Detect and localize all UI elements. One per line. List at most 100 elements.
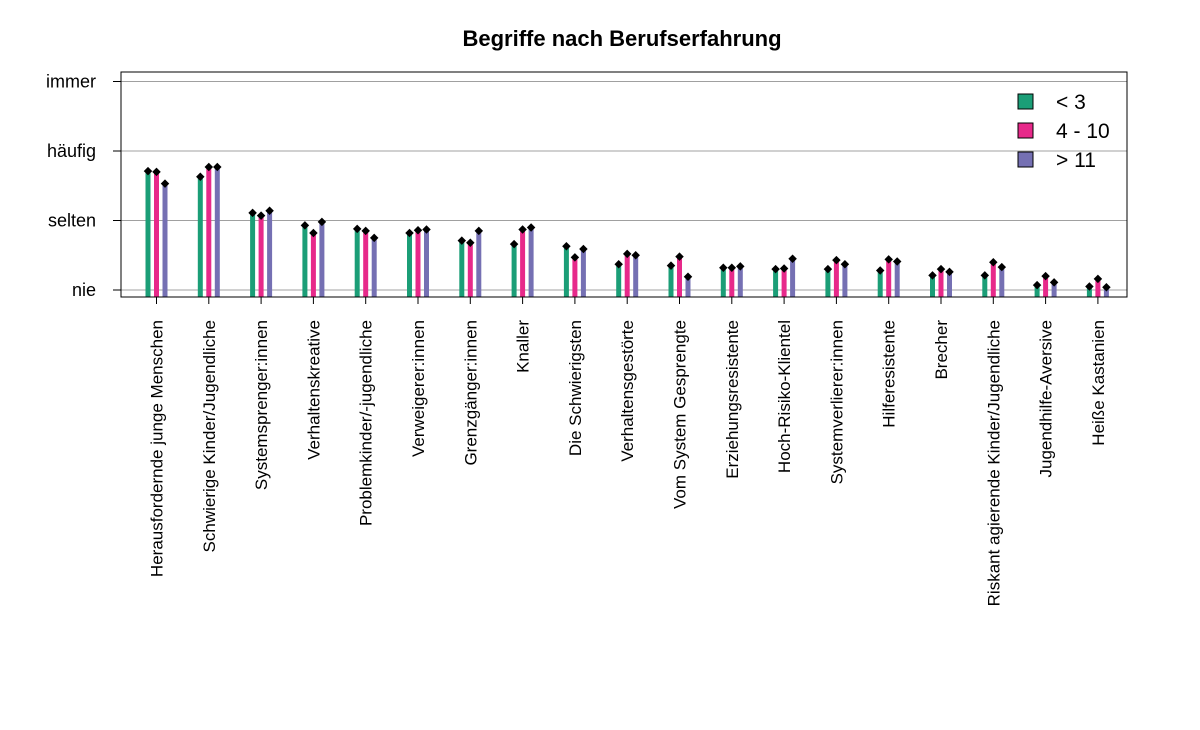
bar <box>685 276 691 297</box>
data-point <box>928 271 937 280</box>
bar <box>528 227 534 297</box>
data-point <box>369 233 379 243</box>
data-point <box>196 172 205 181</box>
data-point <box>1085 282 1094 291</box>
x-tick-label: Systemsprenger:innen <box>252 320 271 490</box>
data-point <box>300 221 310 230</box>
bar <box>511 244 517 297</box>
bar <box>1103 287 1109 297</box>
y-tick-label: immer <box>46 72 96 92</box>
x-tick-label: Schwierige Kinder/Jugendliche <box>200 320 219 552</box>
data-point <box>526 223 536 232</box>
data-point <box>631 251 640 260</box>
x-axis: Herausfordernde junge Menschen Schwierige… <box>148 297 1108 606</box>
x-tick-label: Verhaltenskreative <box>304 320 323 460</box>
bar <box>668 265 674 297</box>
x-tick-label: Die Schwierigsten <box>566 320 585 456</box>
bar <box>162 183 168 297</box>
bar <box>990 262 996 297</box>
bar <box>982 275 988 297</box>
data-point <box>1041 271 1050 281</box>
data-point <box>160 179 170 188</box>
bar <box>833 260 839 297</box>
bar <box>886 259 892 297</box>
bar <box>894 261 900 297</box>
bar <box>677 256 682 297</box>
data-point <box>474 226 484 236</box>
x-tick-label: Heiße Kastanien <box>1089 320 1108 446</box>
bar <box>563 246 569 297</box>
data-point <box>997 262 1007 272</box>
data-point <box>683 272 693 282</box>
bar <box>781 268 787 297</box>
data-point <box>309 228 318 238</box>
bar <box>197 176 203 297</box>
data-point <box>779 264 789 273</box>
bar <box>947 271 952 297</box>
points <box>143 162 1111 292</box>
data-point <box>422 225 431 234</box>
bar <box>720 267 726 297</box>
data-point <box>457 236 467 245</box>
data-point <box>771 264 780 274</box>
data-point <box>256 211 266 220</box>
bar <box>520 229 526 297</box>
x-tick-label: Knaller <box>514 320 533 373</box>
data-point <box>892 257 902 266</box>
bar <box>476 230 482 297</box>
data-point <box>884 255 893 264</box>
data-point <box>989 257 998 267</box>
data-point <box>1032 280 1042 290</box>
data-point <box>727 263 737 273</box>
bar <box>154 171 159 297</box>
bars <box>145 166 1109 297</box>
data-point <box>562 241 571 251</box>
data-point <box>570 253 580 262</box>
x-tick-label: Vom System Gesprengte <box>671 320 690 509</box>
data-point <box>945 267 954 277</box>
bar <box>938 269 944 297</box>
bar <box>302 225 308 297</box>
bar <box>206 166 212 297</box>
bar <box>1086 286 1092 297</box>
data-point <box>666 261 676 270</box>
bar <box>773 269 779 297</box>
bar <box>1095 278 1101 297</box>
data-point <box>352 224 362 234</box>
bar <box>999 267 1005 297</box>
x-tick-label: Herausfordernde junge Menschen <box>148 320 167 577</box>
bar <box>267 210 273 297</box>
y-axis: nie selten häufig immer <box>46 72 121 300</box>
data-point <box>248 208 257 218</box>
bar <box>930 275 935 297</box>
bar <box>459 240 465 297</box>
data-point <box>466 238 475 247</box>
x-tick-label: Jugendhilfe-Aversive <box>1037 320 1056 478</box>
x-tick-label: Hilferesistente <box>880 320 899 428</box>
data-point <box>413 225 423 235</box>
data-point <box>579 244 588 254</box>
data-point <box>675 252 684 261</box>
x-tick-label: Verhaltensgestörte <box>618 320 637 462</box>
legend: < 3 4 - 10 > 11 <box>1017 91 1110 172</box>
bar <box>354 228 360 297</box>
data-point <box>405 228 414 238</box>
legend-label: > 11 <box>1056 149 1096 172</box>
y-tick-label: selten <box>48 211 96 231</box>
data-point <box>875 266 885 275</box>
bar <box>729 267 735 297</box>
data-point <box>1093 274 1103 284</box>
data-point <box>361 226 370 236</box>
bar <box>572 257 578 297</box>
x-tick-label: Riskant agierende Kinder/Jugendliche <box>984 320 1003 606</box>
bar <box>371 237 377 297</box>
x-tick-label: Problemkinder/-jugendliche <box>357 320 376 526</box>
bar <box>616 264 622 297</box>
data-point <box>204 162 214 172</box>
bar <box>258 215 264 297</box>
plot-area-border <box>120 71 1128 298</box>
bar <box>319 221 325 297</box>
data-point <box>1102 282 1111 292</box>
legend-swatch <box>1017 151 1034 168</box>
